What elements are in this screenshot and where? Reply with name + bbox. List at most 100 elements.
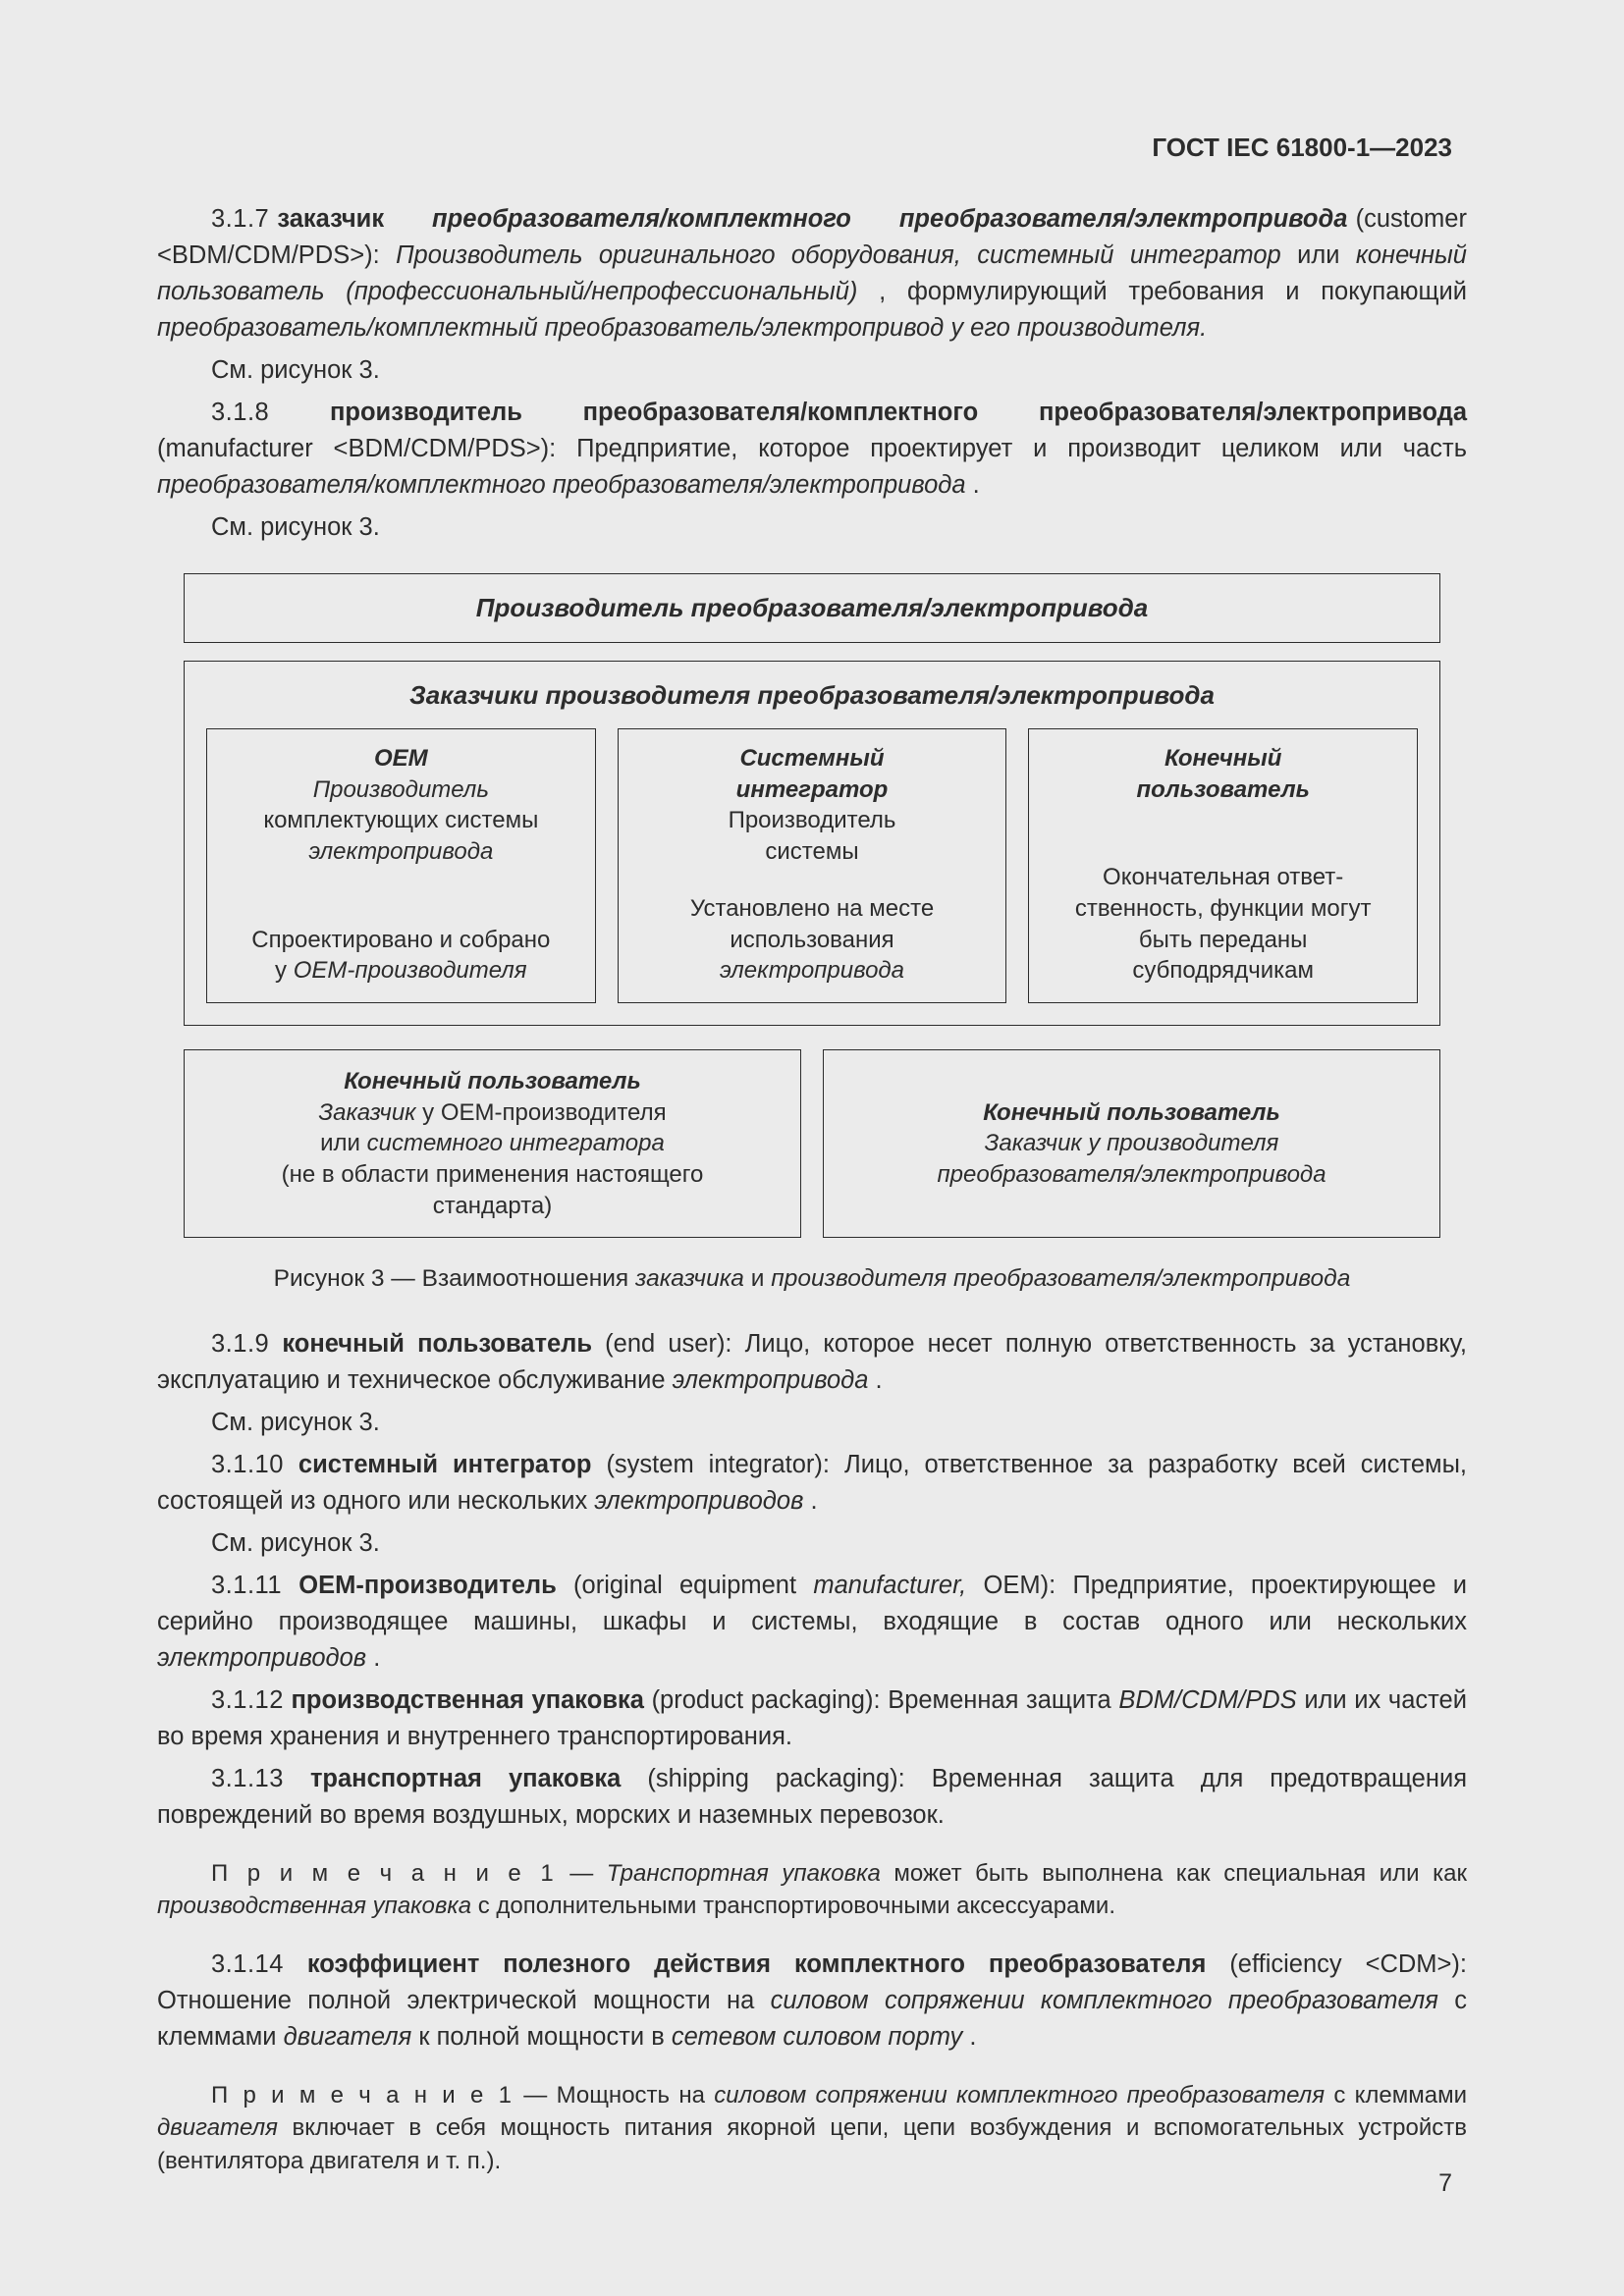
col-title: интегратор [630,774,995,806]
diagram-customers-box: Заказчики производителя преобразователя/… [184,661,1440,1026]
diagram-col-integrator: Системный интегратор Производитель систе… [618,728,1007,1003]
paren-text: (original equipment [573,1572,813,1599]
term-paren: (shipping packaging): [647,1765,931,1792]
figure-3-diagram: Производитель преобразователя/электропри… [184,573,1440,1239]
col-text: быть переданы [1041,925,1405,956]
box-text: преобразователя/электропривода [937,1159,1326,1191]
box-text: (не в области применения настоящего [282,1159,704,1191]
note-text: с дополнительными транспортировочными ак… [478,1893,1115,1919]
document-page: ГОСТ IEC 61800-1—2023 3.1.7 заказчик пре… [0,0,1624,2296]
box-title: Конечный пользователь [282,1066,704,1097]
def-text: . [969,2023,976,2051]
diagram-row2-left: Конечный пользователь Заказчик у ОЕМ-про… [184,1049,801,1238]
caption-text: заказчика [635,1265,744,1292]
term-part: преобразователя/комплектного [432,205,851,233]
note-text: Транспортная упаковка [607,1860,881,1887]
term: заказчик [277,205,384,233]
def-text: к полной мощности в [418,2023,672,2051]
note-text: может быть выполнена как специальная или… [893,1860,1467,1887]
entry-3-1-13: 3.1.13 транспортная упаковка (shipping p… [157,1761,1467,1834]
diagram-customers-title: Заказчики производителя преобразователя/… [206,677,1418,715]
note-2: П р и м е ч а н и е 1 — Мощность на сило… [157,2079,1467,2178]
term-paren: (manufacturer <BDM/CDM/PDS>): [157,435,576,462]
term-part: преобразователя/электропривода [899,205,1348,233]
diagram-col-oem: ОЕМ Производитель комплектующих системы … [206,728,596,1003]
def-text: преобразователя/комплектного преобразова… [157,471,966,499]
note-text: силовом сопряжении комплектного преобраз… [714,2082,1325,2109]
entry-3-1-10: 3.1.10 системный интегратор (system inte… [157,1447,1467,1520]
paren-text: manufacturer, [813,1572,966,1599]
def-text: преобразователь/комплектный преобразоват… [157,314,1207,342]
entry-number: 3.1.12 [211,1686,284,1714]
def-text: . [373,1644,380,1672]
term: транспортная упаковка [310,1765,621,1792]
note-text: с клеммами [1333,2082,1467,2109]
document-content: 3.1.7 заказчик преобразователя/комплектн… [157,201,1467,2177]
def-text: электроприводов [157,1644,366,1672]
def-text: или [1297,241,1356,269]
term: ОЕМ-производитель [298,1572,556,1599]
def-text: BDM/CDM/PDS [1118,1686,1296,1714]
col-text: системы [630,836,995,868]
diagram-columns: ОЕМ Производитель комплектующих системы … [206,728,1418,1003]
box-text: Заказчик у производителя [937,1128,1326,1159]
def-text: электроприводов [594,1487,803,1515]
page-number: 7 [1438,2169,1452,2198]
note-sep: — [569,1860,607,1887]
def-text: двигателя [284,2023,412,2051]
note-text: включает в себя мощность питания якорной… [157,2114,1467,2174]
box-text: или [320,1130,366,1156]
col-text: Производитель [219,774,583,806]
note-1: П р и м е ч а н и е 1 — Транспортная упа… [157,1857,1467,1923]
caption-text: Рисунок 3 — Взаимоотношения [274,1265,635,1292]
def-text: , формулирующий требования и покупающий [879,278,1467,305]
def-text: . [876,1366,883,1394]
term: производственная упаковка [292,1686,644,1714]
entry-number: 3.1.10 [211,1451,284,1478]
caption-text: производителя преобразователя/электропри… [771,1265,1350,1292]
figure-caption: Рисунок 3 — Взаимоотношения заказчика и … [157,1261,1467,1297]
box-text: у ОЕМ-производителя [416,1099,667,1126]
note-text: производственная упаковка [157,1893,471,1919]
see-reference: См. рисунок 3. [157,352,1467,389]
def-text: сетевом силовом порту [672,2023,962,2051]
col-text: Спроектировано и собрано [219,925,583,956]
paren-text: ОЕМ): [984,1572,1073,1599]
col-text: ственность, функции могут [1041,893,1405,925]
term-paren: (end user): [605,1330,745,1358]
col-text: Окончательная ответ- [1041,862,1405,893]
see-reference: См. рисунок 3. [157,1525,1467,1562]
entry-3-1-11: 3.1.11 ОЕМ-производитель (original equip… [157,1568,1467,1677]
box-text: Заказчик [318,1099,415,1126]
note-sep: — [523,2082,556,2109]
entry-3-1-12: 3.1.12 производственная упаковка (produc… [157,1682,1467,1755]
entry-3-1-14: 3.1.14 коэффициент полезного действия ко… [157,1947,1467,2056]
note-label: П р и м е ч а н и е 1 [211,1860,557,1887]
diagram-top-title: Производитель преобразователя/электропри… [185,574,1439,643]
box-text: стандарта) [282,1191,704,1222]
entry-3-1-9: 3.1.9 конечный пользователь (end user): … [157,1326,1467,1399]
term-paren: (product packaging): [652,1686,889,1714]
term: производитель преобразователя/комплектно… [330,399,1467,426]
diagram-col-enduser: Конечный пользователь Окончательная отве… [1028,728,1418,1003]
term-paren: (efficiency <CDM>): [1229,1950,1467,1978]
entry-number: 3.1.7 [211,205,269,233]
col-text: Производитель [630,805,995,836]
col-title: ОЕМ [219,743,583,774]
def-text: Предприятие, которое проектирует и произ… [576,435,1467,462]
col-text: Установлено на месте [630,893,995,925]
term: системный интегратор [298,1451,592,1478]
see-reference: См. рисунок 3. [157,1405,1467,1441]
box-title: Конечный пользователь [937,1097,1326,1129]
col-text: комплектующих системы [219,805,583,836]
diagram-top-box: Производитель преобразователя/электропри… [184,573,1440,644]
entry-3-1-7: 3.1.7 заказчик преобразователя/комплектн… [157,201,1467,347]
diagram-row2: Конечный пользователь Заказчик у ОЕМ-про… [184,1049,1440,1238]
caption-text: и [744,1265,771,1292]
entry-number: 3.1.8 [211,399,269,426]
col-title: Конечный [1041,743,1405,774]
def-text: Отношение полной электрической мощности … [157,1987,771,2014]
diagram-row2-right: Конечный пользователь Заказчик у произво… [823,1049,1440,1238]
def-text: Производитель оригинального оборудования… [396,241,1281,269]
def-text: электропривода [673,1366,869,1394]
